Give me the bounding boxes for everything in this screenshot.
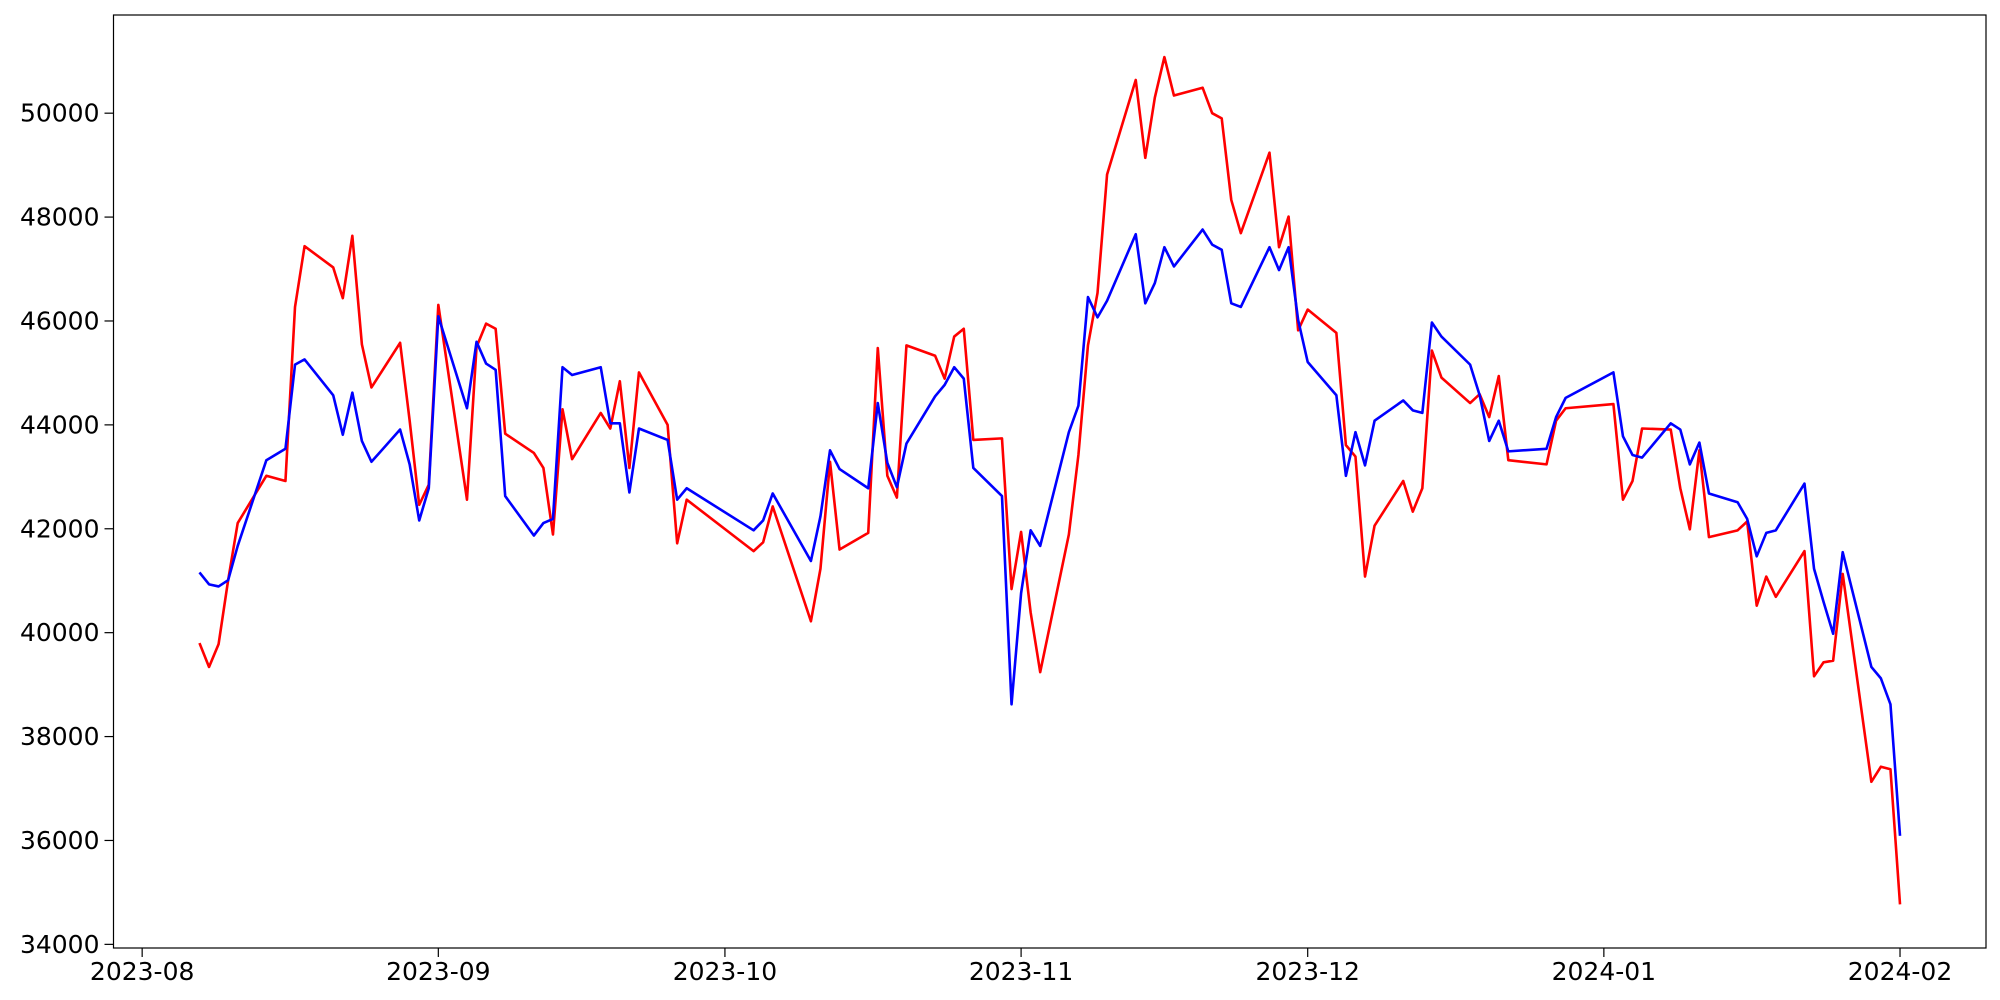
y-tick-label: 46000 xyxy=(20,306,100,335)
x-tick-label: 2023-09 xyxy=(386,957,490,986)
x-tick-label: 2024-02 xyxy=(1848,957,1952,986)
line-series xyxy=(198,228,1902,836)
y-tick-label: 36000 xyxy=(20,826,100,855)
y-tick-label: 34000 xyxy=(20,930,100,959)
y-tick-label: 40000 xyxy=(20,618,100,647)
x-tick-label: 2023-12 xyxy=(1255,957,1359,986)
y-tick-label: 42000 xyxy=(20,514,100,543)
y-tick-label: 48000 xyxy=(20,203,100,232)
x-tick-label: 2023-10 xyxy=(673,957,777,986)
x-tick-label: 2024-01 xyxy=(1552,957,1656,986)
x-tick-label: 2023-08 xyxy=(90,957,194,986)
plot-frame xyxy=(112,14,1987,949)
y-tick-label: 50000 xyxy=(20,99,100,128)
x-tick-label: 2023-11 xyxy=(969,957,1073,986)
y-tick-label: 44000 xyxy=(20,410,100,439)
line-series xyxy=(198,55,1902,905)
y-tick-label: 38000 xyxy=(20,722,100,751)
